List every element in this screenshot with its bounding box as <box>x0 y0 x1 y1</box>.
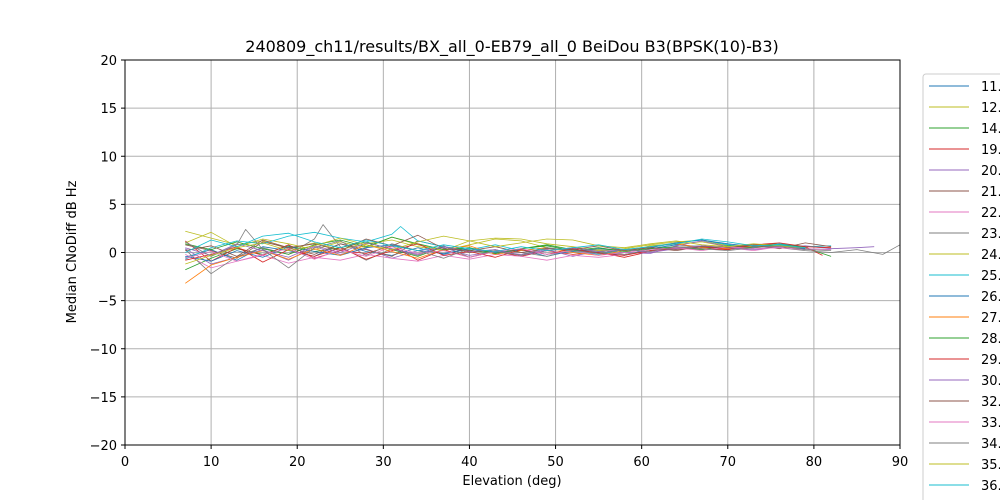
x-tick-label: 70 <box>720 455 737 470</box>
x-tick-label: 50 <box>547 455 564 470</box>
legend-label: 20.0 <box>981 164 1000 179</box>
x-tick-label: 90 <box>892 455 909 470</box>
series-line-35.0 <box>185 235 806 265</box>
x-tick-label: 40 <box>461 455 478 470</box>
legend-label: 36.0 <box>981 479 1000 494</box>
y-axis-title: Median CNoDiff dB Hz <box>65 180 80 323</box>
series-line-25.0 <box>185 226 832 260</box>
legend-label: 32.0 <box>981 395 1000 410</box>
legend-label: 27.0 <box>981 311 1000 326</box>
legend-box <box>922 73 1000 500</box>
legend-label: 12.0 <box>981 101 1000 116</box>
y-tick-label: −5 <box>98 295 117 310</box>
y-tick-label: −10 <box>90 343 117 358</box>
legend-label: 33.0 <box>981 416 1000 431</box>
x-tick-label: 10 <box>203 455 220 470</box>
legend-label: 29.0 <box>981 353 1000 368</box>
y-tick-label: 20 <box>100 54 117 69</box>
legend-label: 23.0 <box>981 227 1000 242</box>
x-axis-title: Elevation (deg) <box>462 474 561 489</box>
legend-label: 24.0 <box>981 248 1000 263</box>
legend-label: 30.0 <box>981 374 1000 389</box>
x-tick-label: 30 <box>375 455 392 470</box>
y-tick-label: 15 <box>100 102 117 117</box>
legend-label: 25.0 <box>981 269 1000 284</box>
series-line-30.0 <box>185 242 806 258</box>
x-tick-label: 20 <box>289 455 306 470</box>
y-tick-label: 0 <box>109 247 117 262</box>
y-tick-label: −20 <box>90 439 117 454</box>
y-tick-label: −15 <box>90 391 117 406</box>
series-line-28.0 <box>185 236 806 255</box>
legend-label: 14.0 <box>981 122 1000 137</box>
y-tick-label: 5 <box>109 198 117 213</box>
x-tick-label: 80 <box>806 455 823 470</box>
legend-label: 11.0 <box>981 80 1000 95</box>
series-line-22.0 <box>185 246 832 269</box>
series-line-26.0 <box>185 239 806 262</box>
legend-label: 19.0 <box>981 143 1000 158</box>
legend-label: 35.0 <box>981 458 1000 473</box>
y-tick-label: 10 <box>100 150 117 165</box>
legend-label: 34.0 <box>981 437 1000 452</box>
legend-label: 26.0 <box>981 290 1000 305</box>
series-line-36.0 <box>185 232 806 253</box>
legend: 11.0 12.0 14.0 19.0 20.0 21.0 22.0 23.0 24.0 25.0… <box>922 73 1000 500</box>
chart-title: 240809_ch11/results/BX_all_0-EB79_all_0 … <box>245 37 778 57</box>
axis-ticks: 0 10 20 30 40 50 60 70 80 90 −20 −15 −10 −5 0 5 10 15 20 <box>90 54 909 470</box>
x-tick-label: 60 <box>633 455 650 470</box>
x-tick-label: 0 <box>121 455 129 470</box>
legend-label: 22.0 <box>981 206 1000 221</box>
series-layer <box>185 224 901 284</box>
legend-label: 28.0 <box>981 332 1000 347</box>
legend-label: 21.0 <box>981 185 1000 200</box>
